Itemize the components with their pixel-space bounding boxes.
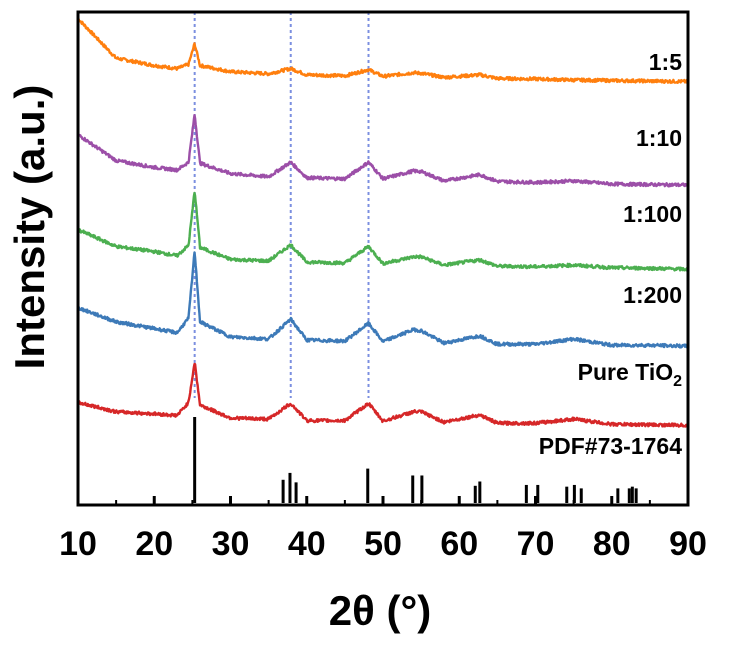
- reference-sticks: [193, 417, 638, 503]
- series-line-5: [77, 362, 689, 428]
- series-label-4: 1:200: [623, 282, 682, 308]
- x-tick-label: 70: [517, 525, 555, 563]
- x-tick-label: 80: [593, 525, 631, 563]
- x-tick-label: 20: [135, 525, 173, 563]
- x-tick-label: 90: [669, 525, 707, 563]
- series-label-2: 1:10: [636, 125, 682, 151]
- x-tick-label: 40: [288, 525, 326, 563]
- series-label-5: Pure TiO2: [578, 359, 682, 390]
- series-layer: [76, 17, 690, 428]
- series-label-3: 1:100: [623, 201, 682, 227]
- series-label-1: 1:5: [649, 49, 682, 75]
- reference-lines: [193, 12, 370, 398]
- series-line-2: [77, 114, 690, 188]
- series-line-1: [77, 17, 690, 84]
- x-axis-ticks: 10 20 30 40 50 60 70 80 90: [59, 496, 707, 563]
- x-tick-label: 50: [364, 525, 402, 563]
- series-line-4: [77, 251, 689, 349]
- series-line-3: [76, 191, 689, 272]
- plot-frame: [76, 10, 690, 507]
- x-tick-label: 60: [440, 525, 478, 563]
- x-tick-label: 30: [212, 525, 250, 563]
- reference-pattern-label: PDF#73-1764: [539, 433, 682, 459]
- series-labels: 1:5 1:10 1:100 1:200 Pure TiO2 PDF#73-1764: [539, 49, 682, 459]
- x-axis-label: 2θ (°): [329, 587, 432, 634]
- x-tick-label: 10: [59, 525, 97, 563]
- y-axis-label: Intensity (a.u.): [6, 85, 53, 370]
